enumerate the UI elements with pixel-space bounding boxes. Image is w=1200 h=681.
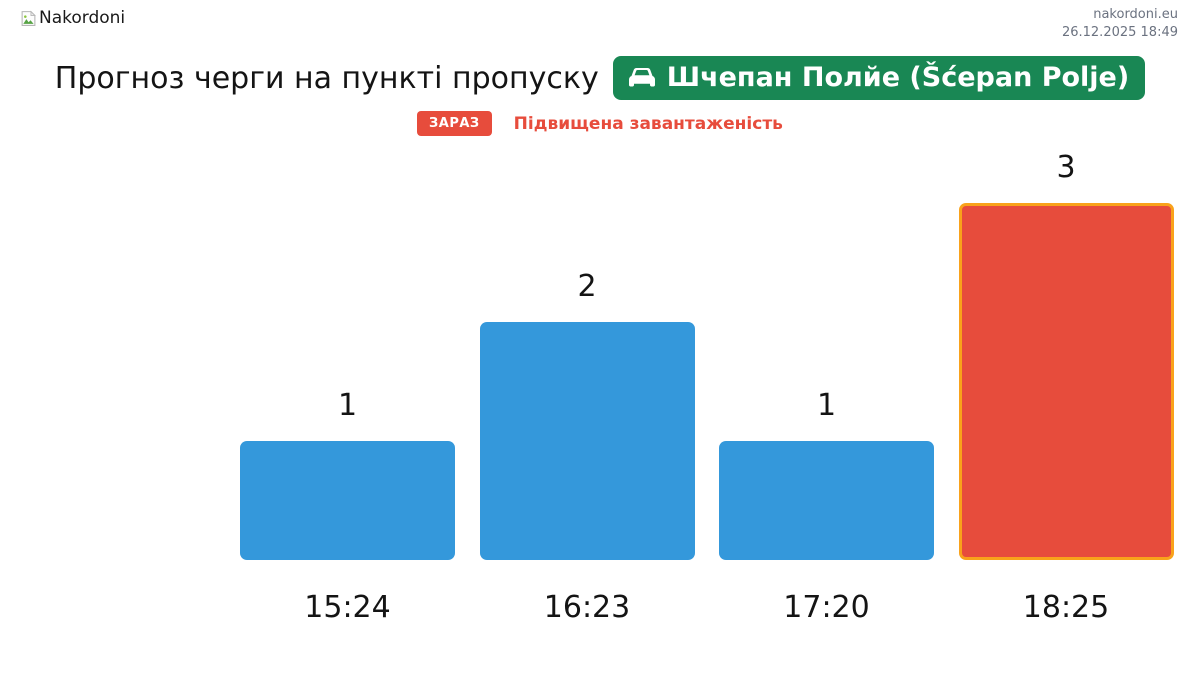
site-url: nakordoni.eu <box>1093 7 1178 22</box>
bar-value-label: 3 <box>1056 150 1076 185</box>
checkpoint-name: Шчепан Полйе (Šćepan Polje) <box>666 62 1130 93</box>
status-row: ЗАРАЗ Підвищена завантаженість <box>0 111 1200 136</box>
broken-image-icon <box>20 10 37 27</box>
bar-time-label: 15:24 <box>304 590 391 625</box>
bar <box>958 203 1174 560</box>
bar <box>719 441 934 560</box>
bar <box>240 441 455 560</box>
bar-value-label: 2 <box>577 269 597 304</box>
page-title: Прогноз черги на пункті пропуску <box>54 60 599 96</box>
bar-chart: 1 15:24 2 16:23 1 17:20 3 18:25 <box>0 140 1200 640</box>
bar-time-label: 18:25 <box>1022 590 1110 625</box>
bar-time-label: 17:20 <box>783 590 870 625</box>
bar-time-label: 16:23 <box>543 590 631 625</box>
bar <box>479 322 695 560</box>
timestamp: 26.12.2025 18:49 <box>1061 25 1178 40</box>
site-logo: Nakordoni <box>20 8 125 28</box>
bar-value-label: 1 <box>337 388 358 423</box>
header-meta: nakordoni.eu 26.12.2025 18:49 <box>1062 6 1178 42</box>
logo-text: Nakordoni <box>39 8 126 28</box>
title-row: Прогноз черги на пункті пропуску Шчепан … <box>0 56 1200 100</box>
car-icon <box>627 66 657 90</box>
status-message: Підвищена завантаженість <box>513 113 783 134</box>
status-now-badge: ЗАРАЗ <box>417 111 492 136</box>
checkpoint-badge: Шчепан Полйе (Šćepan Polje) <box>612 56 1146 100</box>
bar-value-label: 1 <box>816 388 837 423</box>
